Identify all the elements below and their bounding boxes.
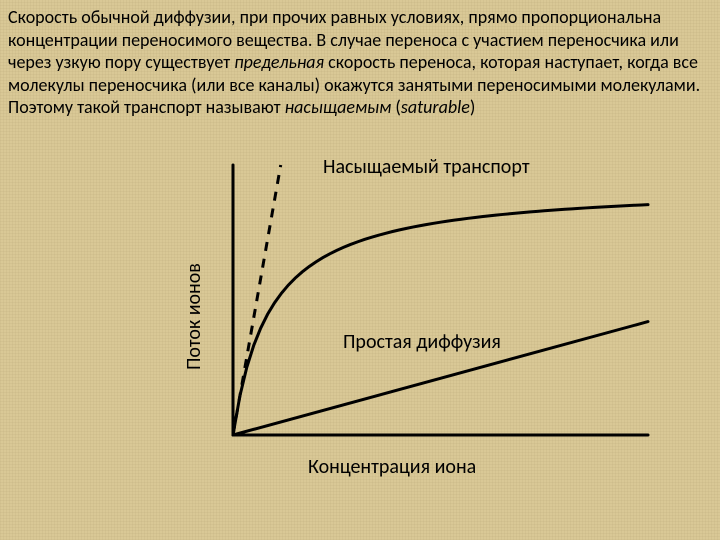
- intro-paragraph: Скорость обычной диффузии, при прочих ра…: [8, 6, 712, 119]
- simple-diffusion-label: Простая диффузия: [343, 330, 501, 354]
- saturable-transport-label: Насыщаемый транспорт: [323, 155, 530, 179]
- chart-svg: [8, 125, 720, 495]
- y-axis-label: Поток ионов: [182, 263, 206, 370]
- x-axis-label: Концентрация иона: [308, 455, 476, 479]
- chart-area: Насыщаемый транспорт Простая диффузия Ко…: [8, 125, 720, 495]
- page: Скорость обычной диффузии, при прочих ра…: [0, 0, 720, 495]
- saturable-transport-curve: [233, 204, 648, 434]
